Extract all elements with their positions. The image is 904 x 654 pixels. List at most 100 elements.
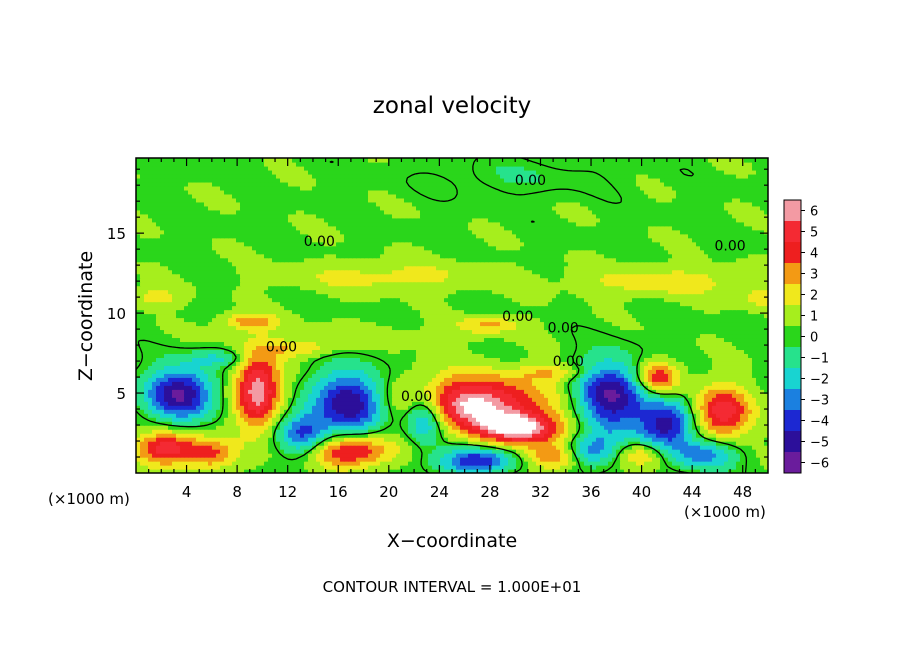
heat-cell: [580, 349, 585, 354]
heat-cell: [652, 389, 657, 394]
heat-cell: [248, 369, 253, 374]
heat-cell: [672, 385, 677, 390]
heat-cell: [624, 361, 629, 366]
heat-cell: [472, 453, 477, 458]
heat-cell: [484, 381, 489, 386]
heat-cell: [604, 377, 609, 382]
heat-cell: [136, 433, 141, 438]
heat-cell: [688, 369, 693, 374]
heat-cell: [572, 421, 577, 426]
heat-cell: [196, 401, 201, 406]
heat-cell: [572, 429, 577, 434]
heat-cell: [676, 437, 681, 442]
heat-cell: [492, 397, 497, 402]
heat-cell: [764, 373, 768, 378]
heat-cell: [652, 433, 657, 438]
heat-cell: [256, 381, 261, 386]
heat-cell: [504, 373, 509, 378]
heat-cell: [660, 425, 665, 430]
heat-cell: [288, 345, 293, 350]
heat-cell: [556, 377, 561, 382]
heat-cell: [156, 413, 161, 418]
heat-cell: [420, 373, 425, 378]
heat-cell: [556, 365, 561, 370]
heat-cell: [748, 453, 753, 458]
heat-cell: [708, 441, 713, 446]
heat-cell: [436, 401, 441, 406]
heat-cell: [344, 417, 349, 422]
heat-cell: [308, 381, 313, 386]
heat-cell: [604, 373, 609, 378]
heat-cell: [192, 389, 197, 394]
heat-cell: [672, 389, 677, 394]
heat-cell: [364, 469, 369, 473]
heat-cell: [288, 465, 293, 470]
heat-cell: [636, 453, 641, 458]
heat-cell: [672, 469, 677, 473]
heat-cell: [328, 361, 333, 366]
heat-cell: [380, 357, 385, 362]
heat-cell: [356, 345, 361, 350]
heat-cell: [728, 417, 733, 422]
heat-cell: [220, 437, 225, 442]
heat-cell: [508, 445, 513, 450]
heat-cell: [532, 349, 537, 354]
heat-cell: [464, 345, 469, 350]
heat-cell: [608, 417, 613, 422]
heat-cell: [596, 353, 601, 358]
heat-cell: [148, 369, 153, 374]
heat-cell: [284, 469, 289, 473]
heat-cell: [672, 425, 677, 430]
heat-cell: [668, 461, 673, 466]
heat-cell: [572, 357, 577, 362]
heat-cell: [376, 353, 381, 358]
heat-cell: [604, 349, 609, 354]
heat-cell: [552, 449, 557, 454]
heat-cell: [484, 405, 489, 410]
heat-cell: [468, 345, 473, 350]
heat-cell: [644, 377, 649, 382]
heat-cell: [628, 425, 633, 430]
heat-cell: [148, 349, 153, 354]
heat-cell: [636, 393, 641, 398]
heat-cell: [244, 413, 249, 418]
heat-cell: [280, 357, 285, 362]
heat-cell: [256, 393, 261, 398]
heat-cell: [220, 413, 225, 418]
heat-cell: [584, 437, 589, 442]
heat-cell: [504, 449, 509, 454]
heat-cell: [724, 389, 729, 394]
heat-cell: [448, 437, 453, 442]
heat-cell: [508, 345, 513, 350]
heat-cell: [640, 401, 645, 406]
heat-cell: [364, 369, 369, 374]
heat-cell: [680, 421, 685, 426]
heat-cell: [376, 441, 381, 446]
heat-cell: [508, 409, 513, 414]
heat-cell: [600, 361, 605, 366]
heat-cell: [372, 465, 377, 470]
heat-cell: [620, 425, 625, 430]
heat-cell: [480, 457, 485, 462]
heat-cell: [396, 425, 401, 430]
heat-cell: [204, 369, 209, 374]
heat-cell: [668, 457, 673, 462]
heat-cell: [328, 465, 333, 470]
heat-cell: [656, 397, 661, 402]
heat-cell: [588, 445, 593, 450]
heat-cell: [188, 397, 193, 402]
heat-cell: [380, 449, 385, 454]
heat-cell: [436, 417, 441, 422]
heat-cell: [540, 433, 545, 438]
heat-cell: [184, 453, 189, 458]
heat-cell: [568, 369, 573, 374]
heat-cell: [504, 397, 509, 402]
heat-cell: [488, 441, 493, 446]
heat-cell: [524, 377, 529, 382]
heat-cell: [160, 409, 165, 414]
heat-cell: [632, 445, 637, 450]
heat-cell: [168, 433, 173, 438]
heat-cell: [548, 389, 553, 394]
heat-cell: [564, 349, 569, 354]
heat-cell: [176, 357, 181, 362]
